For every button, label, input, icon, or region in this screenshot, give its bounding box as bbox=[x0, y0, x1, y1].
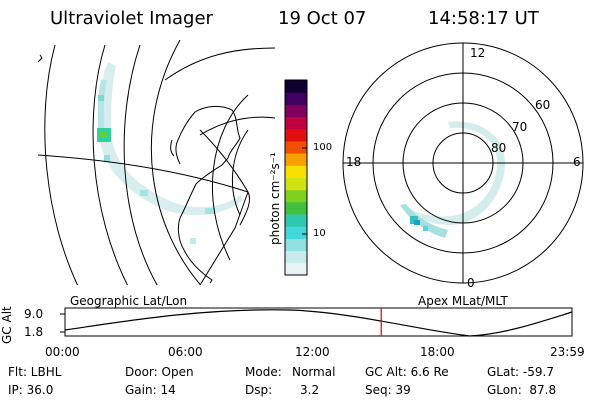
mlat-label-80: 80 bbox=[491, 141, 507, 155]
colorbar-tick-10: 10 bbox=[313, 228, 326, 239]
colorbar-swatch bbox=[285, 80, 307, 93]
altitude-timeline bbox=[60, 307, 573, 337]
gain-info: Gain: 14 bbox=[125, 383, 176, 397]
geographic-caption: Geographic Lat/Lon bbox=[70, 294, 188, 308]
dsp-label: Dsp: bbox=[245, 383, 273, 397]
time-label: 14:58:17 UT bbox=[428, 8, 539, 29]
colorbar-swatch bbox=[285, 165, 307, 178]
timeline-xtick-2359: 23:59 bbox=[550, 345, 585, 359]
colorbar-swatch bbox=[285, 140, 307, 154]
colorbar-swatch bbox=[285, 92, 307, 105]
date-label: 19 Oct 07 bbox=[278, 8, 367, 29]
colorbar-unit-label: photon cm⁻²s⁻¹ bbox=[268, 152, 282, 245]
mlt-label-12: 12 bbox=[470, 46, 486, 60]
colorbar-swatch bbox=[285, 201, 307, 215]
mlat-label-70: 70 bbox=[512, 120, 528, 134]
geographic-map bbox=[38, 40, 276, 285]
mode-value: Normal bbox=[292, 365, 336, 379]
timeline-xtick-1800: 18:00 bbox=[420, 345, 455, 359]
timeline-axis-label: GC Alt bbox=[0, 306, 14, 344]
colorbar-swatch bbox=[285, 214, 307, 227]
mlt-label-6: 6 bbox=[573, 155, 581, 169]
lon-grid bbox=[38, 47, 276, 285]
gc-alt-info: GC Alt: 6.6 Re bbox=[365, 365, 449, 379]
mode-label: Mode: bbox=[245, 365, 282, 379]
colorbar-swatch bbox=[285, 104, 307, 118]
dsp-value: 3.2 bbox=[300, 383, 320, 397]
timeline-xtick-1200: 12:00 bbox=[295, 345, 330, 359]
polar-mlt-map bbox=[342, 42, 584, 284]
timeline-xtick-0000: 00:00 bbox=[45, 345, 80, 359]
app-title: Ultraviolet Imager bbox=[50, 8, 213, 29]
coastline bbox=[175, 105, 241, 284]
timeline-ytick-max: 9.0 bbox=[24, 307, 44, 321]
glon-info: GLon: 87.8 bbox=[487, 383, 557, 397]
colorbar-swatch bbox=[285, 226, 307, 239]
door-info: Door: Open bbox=[125, 365, 194, 379]
colorbar-swatch bbox=[285, 128, 307, 142]
colorbar-swatch bbox=[285, 238, 307, 252]
colorbar-swatch bbox=[285, 116, 307, 130]
glat-info: GLat: -59.7 bbox=[487, 365, 554, 379]
colorbar bbox=[285, 80, 307, 276]
mlt-label-0: 0 bbox=[467, 276, 475, 290]
mlt-label-18: 18 bbox=[346, 155, 362, 169]
mlat-label-60: 60 bbox=[535, 98, 551, 112]
colorbar-swatch bbox=[285, 177, 307, 191]
colorbar-swatch bbox=[285, 189, 307, 203]
apex-caption: Apex MLat/MLT bbox=[418, 294, 508, 308]
timeline-ytick-min: 1.8 bbox=[24, 325, 44, 339]
colorbar-swatch bbox=[285, 262, 307, 276]
timeline-xtick-0600: 06:00 bbox=[168, 345, 203, 359]
colorbar-swatch bbox=[285, 153, 307, 166]
colorbar-tick-100: 100 bbox=[313, 142, 333, 153]
colorbar-swatch bbox=[285, 250, 307, 264]
aurora-emission-right bbox=[404, 121, 505, 225]
ip-info: IP: 36.0 bbox=[8, 383, 54, 397]
lat-grid bbox=[44, 40, 249, 285]
filter-info: Flt: LBHL bbox=[8, 365, 62, 379]
aurora-emission-left bbox=[97, 62, 243, 244]
seq-info: Seq: 39 bbox=[365, 383, 411, 397]
